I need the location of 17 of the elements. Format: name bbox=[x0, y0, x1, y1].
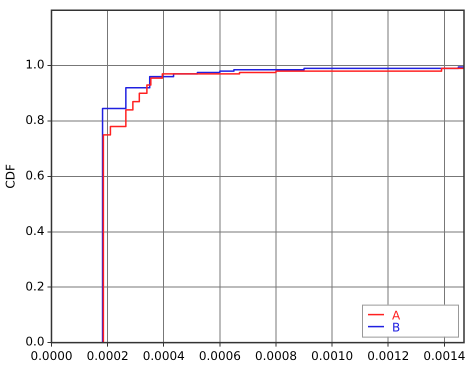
x-tick-label: 0.0012 bbox=[367, 348, 410, 363]
x-tick-label: 0.0004 bbox=[142, 348, 185, 363]
x-tick-label: 0.0010 bbox=[311, 348, 354, 363]
x-tick-label: 0.0002 bbox=[86, 348, 129, 363]
y-tick-label: 0.0 bbox=[25, 334, 44, 349]
y-tick-label: 0.8 bbox=[25, 113, 44, 128]
y-axis-title: CDF bbox=[3, 164, 18, 189]
x-tick-label: 0.0014 bbox=[423, 348, 466, 363]
x-tick-label: 0.0006 bbox=[198, 348, 241, 363]
y-tick-label: 0.6 bbox=[25, 168, 44, 183]
x-tick-label: 0.0008 bbox=[254, 348, 297, 363]
legend-label: B bbox=[392, 320, 400, 335]
y-tick-label: 1.0 bbox=[25, 58, 44, 72]
y-tick-label: 0.4 bbox=[25, 224, 44, 238]
y-tick-label: 0.2 bbox=[25, 279, 44, 294]
x-tick-label: 0.0000 bbox=[30, 348, 72, 363]
legend-label: A bbox=[392, 308, 401, 323]
